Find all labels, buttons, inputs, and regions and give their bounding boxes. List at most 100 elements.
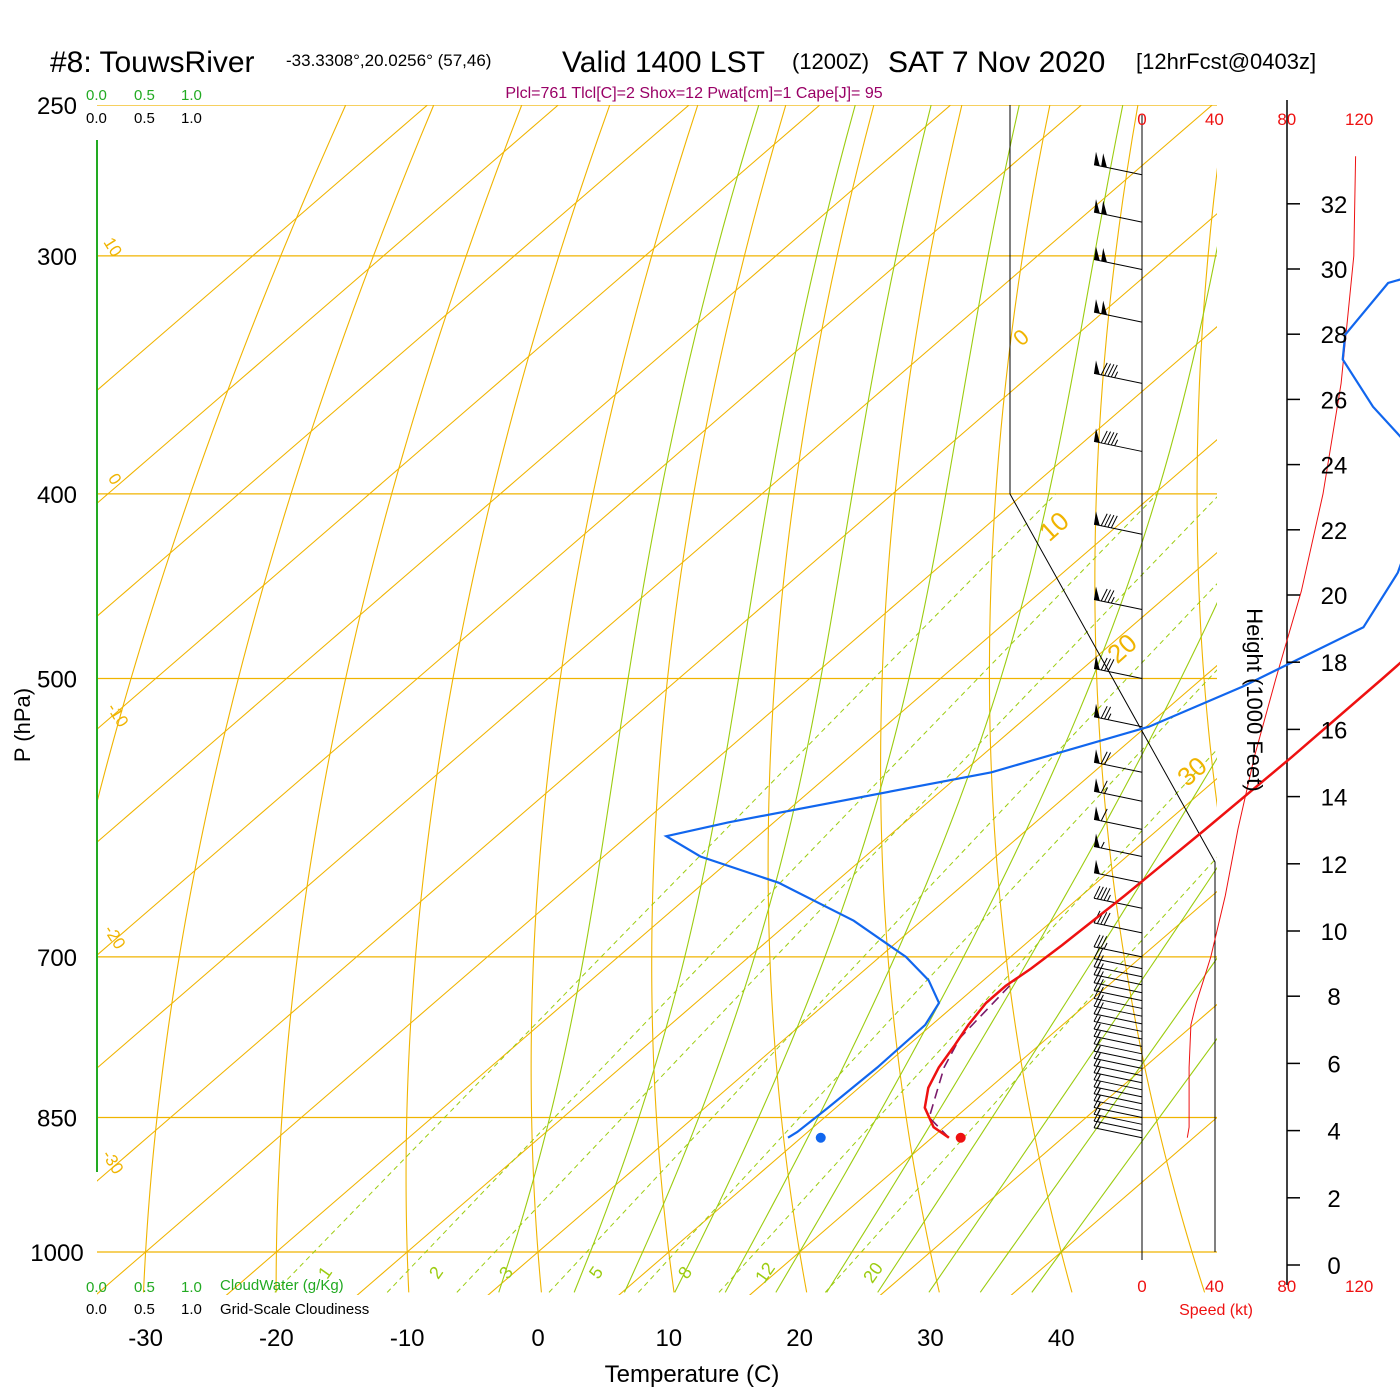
height-tick-4: 4 bbox=[1327, 1119, 1340, 1146]
wind-barb-pennant bbox=[1094, 360, 1100, 375]
wind-barb-pennant bbox=[1094, 749, 1100, 764]
wind-barb-staff bbox=[1093, 1100, 1143, 1112]
valid-time: Valid 1400 LST bbox=[562, 46, 765, 79]
height-tick-2: 2 bbox=[1327, 1186, 1340, 1213]
isotherm-30 bbox=[879, 1003, 1217, 1295]
wind-barb bbox=[1093, 586, 1143, 611]
x-tick-0: 0 bbox=[531, 1325, 544, 1352]
wind-speed-profile bbox=[1186, 156, 1357, 1138]
height-tick-16: 16 bbox=[1321, 717, 1348, 744]
bottom-green-1: 0.5 bbox=[134, 1279, 155, 1296]
wind-barb bbox=[1093, 1001, 1143, 1025]
wind-barb-flag bbox=[1100, 705, 1108, 719]
wind-barb-staff bbox=[1093, 1020, 1143, 1032]
wind-barb bbox=[1093, 1024, 1143, 1047]
wind-barb-flag bbox=[1100, 430, 1108, 444]
wind-barb-flag bbox=[1096, 971, 1104, 984]
sounding-indices: Plcl=761 Tlcl[C]=2 Shox=12 Pwat[cm]=1 Ca… bbox=[505, 85, 882, 102]
wind-barb-flag bbox=[1107, 514, 1115, 528]
moist-adiabat-12 bbox=[674, 105, 1020, 1293]
wind-barb bbox=[1093, 151, 1143, 176]
moist-adiabat-24 bbox=[826, 601, 1217, 1293]
wind-barb-flag bbox=[1107, 590, 1115, 603]
wind-barb-pennant bbox=[1094, 151, 1100, 166]
top-black-1: 0.5 bbox=[134, 110, 155, 127]
p-tick-250: 250 bbox=[37, 93, 77, 120]
dry-adiabat-70 bbox=[1296, 36, 1400, 1292]
dry-adiabat--40 bbox=[97, 105, 347, 805]
wind-barb-flag bbox=[1096, 1002, 1104, 1015]
wind-barb-half-flag bbox=[1096, 1052, 1101, 1060]
wind-barb-staff bbox=[1093, 1079, 1143, 1091]
wind-barb-pennant bbox=[1094, 778, 1100, 793]
wind-barb-staff bbox=[1093, 790, 1143, 802]
moist-adiabat-label-0: 0 bbox=[1008, 324, 1034, 351]
speed-tick-bottom-40: 40 bbox=[1205, 1277, 1224, 1296]
x-tick--10: -10 bbox=[390, 1325, 425, 1352]
x-tick-10: 10 bbox=[655, 1325, 682, 1352]
wind-barb-half-flag bbox=[1096, 1122, 1101, 1129]
dry-adiabat--30 bbox=[142, 105, 435, 1293]
wind-barb-flag bbox=[1104, 589, 1112, 602]
wind-barb-staff bbox=[1093, 845, 1143, 857]
mixing-ratio-3 bbox=[456, 496, 1217, 1293]
mixing-ratio-12 bbox=[718, 748, 1217, 1293]
moist-adiabat-28 bbox=[877, 757, 1217, 1293]
wind-barb-flag bbox=[1100, 912, 1108, 925]
wind-barb-staff bbox=[1093, 761, 1143, 773]
wind-barb-staff bbox=[1093, 1127, 1143, 1139]
wind-barb-flag bbox=[1104, 658, 1112, 671]
isotherm--110 bbox=[97, 105, 429, 392]
wind-barb-pennant bbox=[1094, 806, 1100, 821]
mixing-ratio-label-5: 12 bbox=[751, 1259, 779, 1287]
dry-adiabat-50 bbox=[1094, 105, 1206, 1293]
wind-barb-flag bbox=[1093, 885, 1101, 899]
surface-dewpoint-marker bbox=[815, 1132, 826, 1143]
moist-adiabat-label-1: 10 bbox=[1033, 505, 1075, 547]
wind-barb-half-flag bbox=[1096, 1015, 1101, 1023]
wind-barb-flag bbox=[1100, 887, 1108, 900]
dry-adiabat--10 bbox=[405, 105, 611, 1293]
wind-barb-half-flag bbox=[1107, 713, 1112, 720]
wind-barb bbox=[1093, 1031, 1143, 1055]
moist-adiabat-40 bbox=[1031, 1037, 1217, 1293]
wind-barb-pennant bbox=[1094, 859, 1100, 874]
dry-adiabat--20 bbox=[275, 105, 523, 1293]
top-green-scale: 0.0 0.5 1.0 bbox=[86, 87, 202, 104]
wind-barb bbox=[1093, 655, 1143, 679]
wind-barb-flag bbox=[1104, 514, 1112, 527]
wind-barb-flag bbox=[1100, 588, 1108, 602]
wind-barb-staff bbox=[1093, 1050, 1143, 1062]
wind-barb-flag bbox=[1104, 752, 1112, 765]
moist-adiabat-32 bbox=[928, 866, 1217, 1293]
isotherm-10 bbox=[618, 777, 1217, 1295]
p-tick-850: 850 bbox=[37, 1106, 77, 1133]
wind-barb bbox=[1093, 859, 1143, 884]
wind-barb-staff bbox=[1093, 1043, 1143, 1055]
wind-barb-staff bbox=[1093, 599, 1143, 611]
wind-barb bbox=[1093, 934, 1143, 958]
dry-adiabat-40 bbox=[988, 105, 1073, 1293]
wind-barb bbox=[1093, 246, 1143, 271]
wind-barb bbox=[1093, 1053, 1143, 1077]
station-title: #8: TouwsRiver bbox=[50, 46, 255, 79]
wind-barb-staff bbox=[1093, 946, 1143, 958]
wind-barb-pennant bbox=[1094, 299, 1100, 314]
mixing-ratio-8 bbox=[637, 669, 1217, 1293]
wind-barb-staff bbox=[1093, 1028, 1143, 1040]
p-tick-1000: 1000 bbox=[30, 1240, 83, 1267]
dry-adiabat-30 bbox=[880, 105, 963, 1293]
wind-barb-staff bbox=[1093, 1005, 1143, 1017]
wind-barb bbox=[1093, 749, 1143, 773]
wind-barb bbox=[1093, 428, 1143, 452]
wind-barb-half-flag bbox=[1114, 439, 1119, 446]
wind-barb bbox=[1093, 946, 1143, 970]
wind-barb-staff bbox=[1093, 668, 1143, 679]
wind-barb-flag bbox=[1096, 947, 1104, 960]
wind-barb-flag bbox=[1103, 888, 1111, 901]
speed-axis-label: Speed (kt) bbox=[1179, 1302, 1253, 1319]
wind-barb-flag bbox=[1103, 912, 1111, 926]
isotherm--80 bbox=[97, 105, 821, 730]
moist-adiabat-label-2: 20 bbox=[1101, 627, 1143, 669]
